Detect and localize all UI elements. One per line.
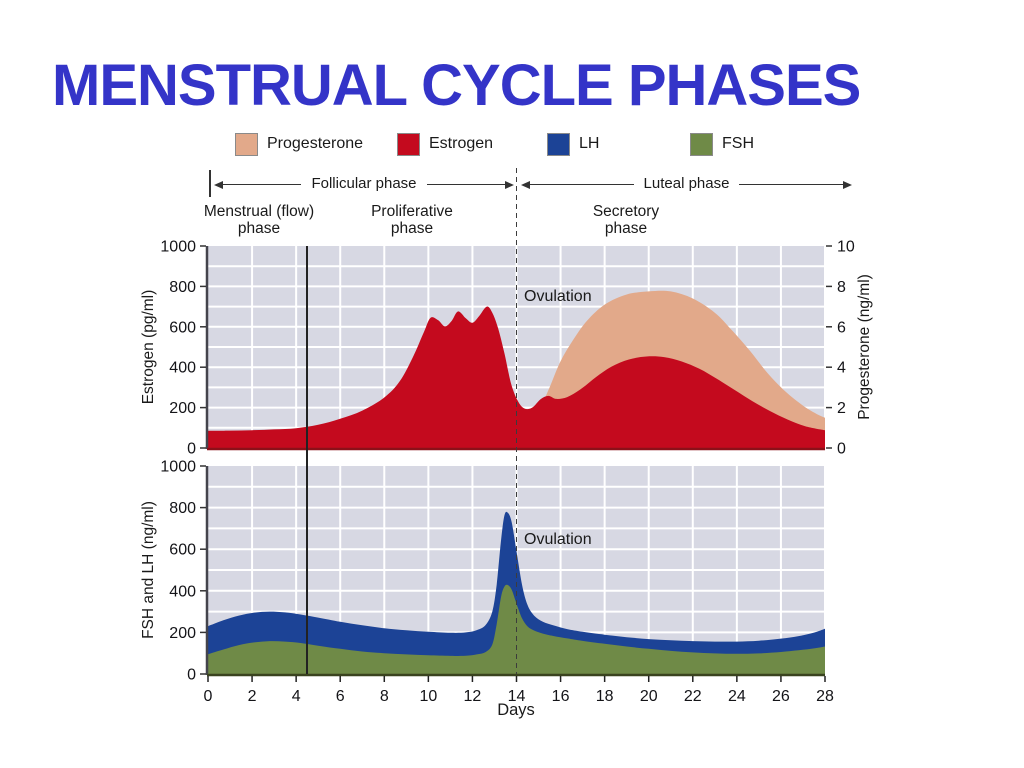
y-right-tick-label: 10	[837, 239, 855, 256]
follicular-phase-arrow: Follicular phase	[214, 175, 514, 192]
legend-item-fsh: FSH	[690, 131, 754, 157]
x-tick-label: 12	[464, 688, 482, 705]
label-line: phase	[237, 220, 281, 237]
y-tick-label: 1000	[160, 239, 196, 256]
arrow-line	[426, 183, 505, 186]
lh-swatch	[547, 132, 570, 156]
x-tick-label: 10	[419, 688, 437, 705]
page-title: MENSTRUAL CYCLE PHASES	[52, 53, 861, 118]
legend-item-estrogen: Estrogen	[397, 131, 493, 157]
y-tick-label: 200	[169, 400, 196, 417]
x-tick-label: 16	[552, 688, 570, 705]
y-tick-label: 400	[169, 583, 196, 600]
arrow-line	[739, 183, 843, 186]
x-tick-label: 14	[508, 688, 526, 705]
progesterone-swatch	[235, 132, 258, 156]
y-tick-label: 600	[169, 319, 196, 336]
legend-label-fsh: FSH	[722, 135, 754, 152]
y-right-tick-label: 4	[837, 360, 846, 377]
ovulation-line	[515, 168, 518, 674]
luteal-phase-arrow: Luteal phase	[521, 175, 852, 192]
proliferative-phase-label: Proliferative phase	[332, 203, 492, 237]
x-tick-label: 28	[816, 688, 834, 705]
follicular-phase-label: Follicular phase	[311, 175, 417, 192]
label-line: Secretory	[592, 203, 660, 220]
y-tick-label: 400	[169, 360, 196, 377]
fsh-swatch	[690, 132, 713, 156]
y-tick-label: 800	[169, 500, 196, 517]
legend-label-estrogen: Estrogen	[429, 135, 494, 152]
label-line: phase	[604, 220, 648, 237]
x-tick-label: 20	[640, 688, 658, 705]
luteal-phase-label: Luteal phase	[643, 175, 730, 192]
phase-start-bar	[209, 170, 211, 197]
fsh-lh-axis-label: FSH and LH (ng/ml)	[140, 501, 157, 639]
arrow-line	[530, 183, 634, 186]
progesterone-axis-label: Progesterone (ng/ml)	[856, 274, 873, 420]
y-right-tick-label: 8	[837, 279, 846, 296]
legend-item-progesterone: Progesterone	[235, 131, 363, 157]
y-right-tick-label: 6	[837, 319, 846, 336]
estrogen-area	[208, 306, 825, 448]
x-tick-label: 24	[728, 688, 746, 705]
y-right-tick-label: 0	[837, 441, 846, 458]
legend-label-lh: LH	[579, 135, 600, 152]
x-tick-label: 2	[248, 688, 257, 705]
arrowhead-right-icon	[843, 180, 852, 189]
x-tick-label: 0	[204, 688, 213, 705]
legend-item-lh: LH	[547, 131, 599, 157]
x-tick-label: 6	[336, 688, 345, 705]
y-tick-label: 800	[169, 279, 196, 296]
series-group	[208, 290, 825, 448]
estrogen-swatch	[397, 132, 420, 156]
arrowhead-left-icon	[214, 180, 223, 189]
arrow-line	[223, 183, 302, 186]
arrowhead-right-icon	[505, 180, 514, 189]
x-tick-label: 8	[380, 688, 389, 705]
arrowhead-left-icon	[521, 180, 530, 189]
x-axis-title: Days	[497, 701, 535, 719]
menses-end-line	[306, 246, 308, 674]
x-tick-label: 26	[772, 688, 790, 705]
x-tick-label: 22	[684, 688, 702, 705]
y-tick-label: 0	[187, 441, 196, 458]
y-right-tick-label: 2	[837, 400, 846, 417]
ovulation-annotation-bottom: Ovulation	[524, 531, 592, 548]
y-tick-label: 0	[187, 667, 196, 684]
y-tick-label: 1000	[160, 459, 196, 476]
label-line: Menstrual (flow)	[203, 203, 315, 220]
menstrual-phase-label: Menstrual (flow) phase	[179, 203, 339, 237]
ovulation-annotation-top: Ovulation	[524, 288, 592, 305]
secretory-phase-label: Secretory phase	[546, 203, 706, 237]
estrogen-axis-label: Estrogen (pg/ml)	[140, 289, 157, 405]
y-tick-label: 600	[169, 542, 196, 559]
x-tick-label: 4	[292, 688, 301, 705]
label-line: phase	[390, 220, 434, 237]
y-tick-label: 200	[169, 625, 196, 642]
label-line: Proliferative	[371, 203, 453, 220]
x-tick-label: 18	[596, 688, 614, 705]
legend-label-progesterone: Progesterone	[267, 135, 364, 152]
estrogen-progesterone-chart: 0 200 400 600 800 1000 0 2 4 6 8 10	[160, 239, 855, 458]
